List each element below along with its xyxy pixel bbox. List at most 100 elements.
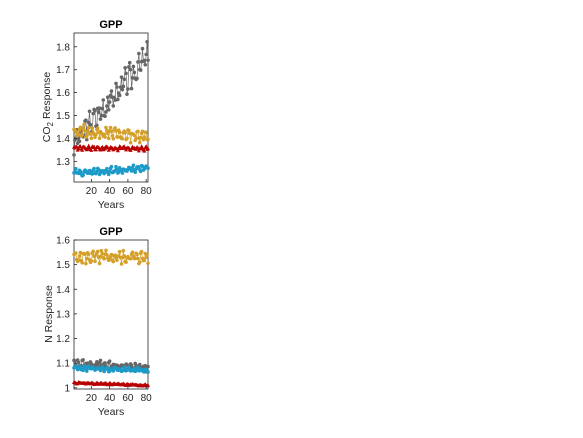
data-point bbox=[143, 63, 147, 67]
n-x-axis-label: Years bbox=[98, 406, 124, 418]
y-tick-label: 1.8 bbox=[56, 42, 70, 53]
data-point bbox=[143, 135, 147, 139]
data-point bbox=[137, 52, 141, 56]
y-tick-label: 1 bbox=[64, 383, 70, 394]
data-point bbox=[121, 88, 125, 92]
data-point bbox=[87, 252, 91, 256]
data-point bbox=[118, 131, 122, 135]
data-point bbox=[121, 137, 125, 141]
data-point bbox=[90, 259, 94, 263]
data-point bbox=[146, 365, 150, 369]
data-point bbox=[110, 89, 114, 93]
data-point bbox=[130, 87, 134, 91]
data-point bbox=[98, 136, 102, 140]
data-point bbox=[85, 369, 89, 373]
data-point bbox=[129, 141, 133, 145]
data-point bbox=[122, 249, 126, 253]
data-point bbox=[136, 60, 140, 64]
n-chart-title: GPP bbox=[99, 226, 122, 238]
data-point bbox=[84, 262, 88, 266]
data-point bbox=[107, 108, 111, 112]
data-point bbox=[100, 249, 104, 253]
data-point bbox=[110, 165, 114, 169]
data-point bbox=[145, 253, 149, 257]
data-point bbox=[104, 249, 108, 253]
data-point bbox=[132, 65, 136, 69]
data-point bbox=[87, 126, 91, 130]
data-point bbox=[105, 167, 109, 171]
data-point bbox=[136, 130, 140, 134]
data-point bbox=[99, 359, 103, 363]
data-point bbox=[81, 358, 85, 362]
data-point bbox=[135, 253, 139, 257]
data-point bbox=[120, 262, 124, 266]
data-point bbox=[103, 361, 107, 365]
x-tick-label: 40 bbox=[104, 186, 116, 197]
data-point bbox=[146, 370, 150, 374]
data-point bbox=[140, 250, 144, 254]
y-tick-label: 1.4 bbox=[56, 134, 70, 145]
data-point bbox=[74, 167, 78, 171]
n-y-axis-label: N Response bbox=[43, 285, 55, 343]
data-point bbox=[125, 137, 129, 141]
data-point bbox=[88, 109, 92, 113]
data-point bbox=[138, 141, 142, 145]
y-tick-label: 1.6 bbox=[56, 88, 70, 99]
data-point bbox=[97, 111, 101, 115]
data-point bbox=[138, 260, 142, 264]
data-point bbox=[107, 137, 111, 141]
y-tick-label: 1.4 bbox=[56, 285, 70, 296]
data-point bbox=[146, 58, 150, 62]
data-point bbox=[99, 117, 103, 121]
data-point bbox=[89, 123, 93, 127]
x-tick-label: 20 bbox=[86, 186, 98, 197]
y-tick-label: 1.6 bbox=[56, 236, 70, 247]
data-point bbox=[118, 250, 122, 254]
data-point bbox=[105, 253, 109, 257]
data-point bbox=[81, 173, 85, 177]
data-point bbox=[72, 153, 76, 157]
data-point bbox=[116, 98, 120, 102]
y-tick-label: 1.1 bbox=[56, 359, 70, 370]
y-tick-label: 1.2 bbox=[56, 334, 70, 345]
data-point bbox=[74, 251, 78, 255]
data-point bbox=[127, 129, 131, 133]
data-point bbox=[146, 261, 150, 265]
data-point bbox=[123, 66, 127, 70]
data-point bbox=[129, 68, 133, 72]
data-point bbox=[80, 133, 84, 137]
data-point bbox=[78, 140, 82, 144]
x-tick-label: 60 bbox=[122, 393, 134, 404]
plot-area-co2 bbox=[74, 33, 148, 182]
data-point bbox=[105, 104, 109, 108]
data-point bbox=[121, 171, 125, 175]
data-point bbox=[101, 107, 105, 111]
data-point bbox=[91, 250, 95, 254]
data-point bbox=[141, 47, 145, 51]
data-point bbox=[93, 259, 97, 263]
data-point bbox=[131, 251, 135, 255]
data-point bbox=[122, 85, 126, 89]
y-tick-label: 1.7 bbox=[56, 65, 70, 76]
data-point bbox=[111, 137, 115, 141]
data-point bbox=[115, 85, 119, 89]
y-tick-label: 1.5 bbox=[56, 260, 70, 271]
data-point bbox=[92, 167, 96, 171]
data-point bbox=[101, 98, 105, 102]
data-point bbox=[133, 170, 137, 174]
data-point bbox=[118, 94, 122, 98]
data-point bbox=[143, 59, 147, 63]
data-point bbox=[136, 257, 140, 261]
data-point bbox=[111, 104, 115, 108]
data-point bbox=[109, 126, 113, 130]
co2-y-label-subscript: 2 bbox=[46, 121, 55, 126]
data-point bbox=[135, 77, 139, 81]
data-point bbox=[103, 135, 107, 139]
data-point bbox=[93, 109, 97, 113]
data-point bbox=[126, 87, 130, 91]
data-point bbox=[146, 138, 150, 142]
data-point bbox=[108, 100, 112, 104]
data-point bbox=[113, 126, 117, 130]
co2-y-label-base: CO bbox=[41, 126, 53, 142]
